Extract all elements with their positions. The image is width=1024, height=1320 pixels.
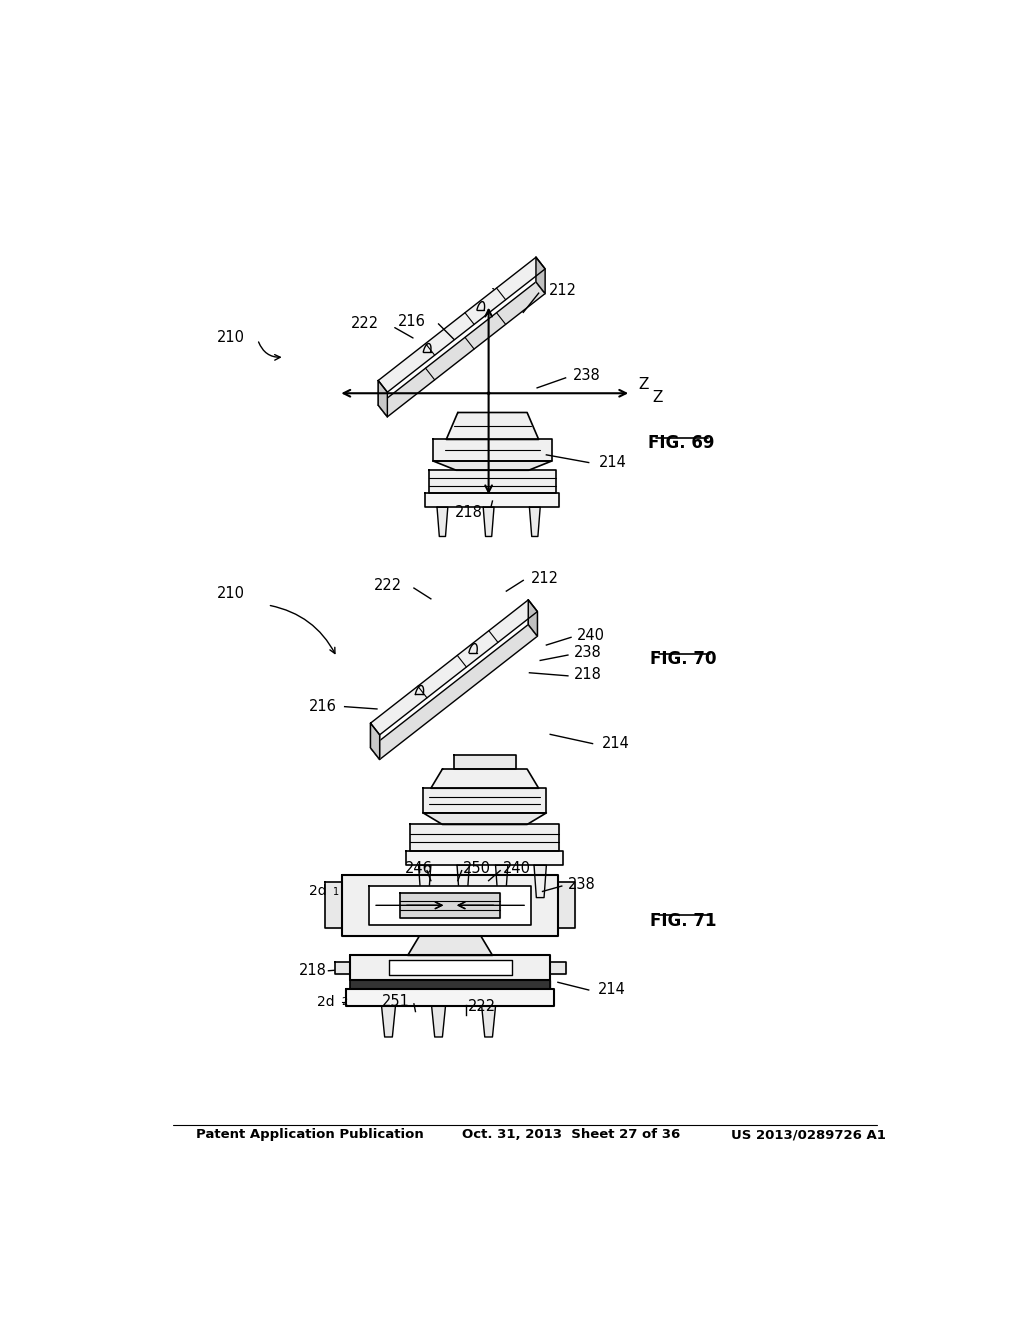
Text: Z: Z — [652, 389, 663, 405]
Text: 212: 212 — [531, 570, 559, 586]
Text: 238: 238 — [568, 876, 596, 892]
Text: FIG. 70: FIG. 70 — [650, 649, 717, 668]
Polygon shape — [432, 1006, 445, 1038]
Polygon shape — [536, 257, 545, 293]
Text: 222: 222 — [374, 578, 401, 593]
Text: 214: 214 — [602, 737, 630, 751]
Text: Oct. 31, 2013  Sheet 27 of 36: Oct. 31, 2013 Sheet 27 of 36 — [462, 1129, 680, 1142]
Text: Patent Application Publication: Patent Application Publication — [196, 1129, 424, 1142]
Polygon shape — [408, 936, 493, 956]
Polygon shape — [431, 770, 539, 788]
Text: 222: 222 — [468, 999, 496, 1015]
Text: 240: 240 — [578, 628, 605, 643]
Text: 1: 1 — [333, 887, 339, 896]
Polygon shape — [433, 440, 552, 461]
Polygon shape — [407, 851, 563, 866]
Polygon shape — [535, 866, 547, 898]
Text: 214: 214 — [599, 455, 627, 470]
Polygon shape — [446, 412, 539, 440]
Text: 216: 216 — [397, 314, 425, 329]
Polygon shape — [378, 380, 387, 417]
Text: 238: 238 — [574, 645, 602, 660]
Polygon shape — [496, 866, 508, 898]
Text: 216: 216 — [309, 700, 337, 714]
Polygon shape — [326, 882, 342, 928]
Polygon shape — [425, 494, 559, 507]
Polygon shape — [529, 507, 541, 536]
Text: 218: 218 — [299, 964, 327, 978]
Polygon shape — [528, 599, 538, 636]
Polygon shape — [371, 723, 380, 759]
Text: 2: 2 — [341, 997, 347, 1007]
Polygon shape — [429, 470, 556, 494]
Text: 222: 222 — [350, 317, 379, 331]
Polygon shape — [378, 257, 545, 392]
Polygon shape — [481, 1006, 496, 1038]
Polygon shape — [382, 1006, 395, 1038]
Polygon shape — [400, 892, 500, 917]
Polygon shape — [388, 960, 512, 975]
Polygon shape — [371, 723, 380, 759]
Polygon shape — [410, 825, 559, 851]
Polygon shape — [378, 282, 545, 417]
Text: US 2013/0289726 A1: US 2013/0289726 A1 — [731, 1129, 886, 1142]
Polygon shape — [342, 875, 558, 936]
Text: Z: Z — [639, 376, 649, 392]
Text: 210: 210 — [216, 330, 245, 346]
Text: 222: 222 — [471, 900, 499, 915]
Polygon shape — [335, 961, 350, 974]
Text: 212: 212 — [549, 284, 577, 298]
Polygon shape — [350, 979, 550, 989]
Text: 246: 246 — [406, 861, 433, 876]
Polygon shape — [419, 866, 431, 898]
Polygon shape — [528, 599, 538, 636]
Polygon shape — [423, 788, 547, 813]
Text: 218: 218 — [574, 667, 602, 682]
Text: 2d: 2d — [317, 994, 335, 1008]
Polygon shape — [536, 257, 545, 293]
Text: 238: 238 — [573, 368, 601, 383]
Text: Y: Y — [490, 288, 500, 304]
Polygon shape — [437, 507, 447, 536]
Polygon shape — [483, 507, 494, 536]
Text: 2d: 2d — [309, 884, 327, 899]
Polygon shape — [550, 961, 565, 974]
Polygon shape — [370, 886, 531, 924]
Text: 251: 251 — [381, 994, 410, 1008]
Text: FIG. 71: FIG. 71 — [650, 912, 717, 929]
Polygon shape — [378, 380, 387, 417]
Polygon shape — [346, 989, 554, 1006]
Polygon shape — [433, 461, 552, 470]
Text: 250: 250 — [463, 861, 492, 876]
Text: 214: 214 — [598, 982, 626, 998]
Polygon shape — [423, 813, 547, 825]
Text: 210: 210 — [216, 586, 245, 601]
Polygon shape — [558, 882, 574, 928]
Polygon shape — [350, 956, 550, 979]
Polygon shape — [457, 866, 469, 898]
Polygon shape — [371, 599, 538, 735]
Polygon shape — [454, 755, 515, 770]
Text: 218: 218 — [456, 506, 483, 520]
Polygon shape — [371, 624, 538, 759]
Text: 240: 240 — [503, 861, 530, 876]
Text: FIG. 69: FIG. 69 — [648, 434, 715, 453]
